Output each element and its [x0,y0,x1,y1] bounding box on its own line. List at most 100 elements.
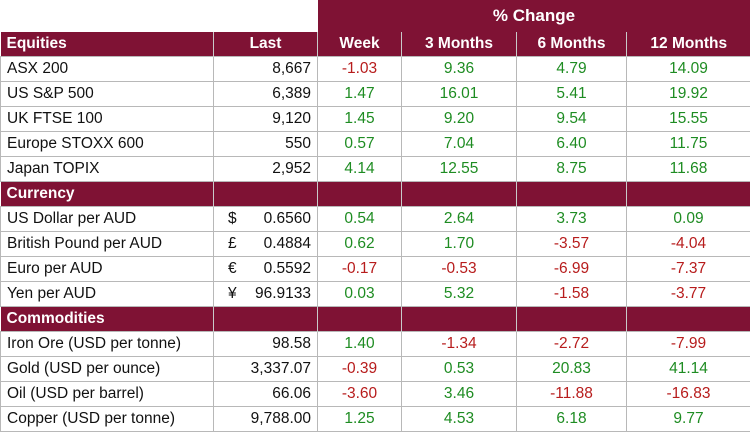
last-value: 66.06 [214,382,318,407]
row-name: UK FTSE 100 [1,107,214,132]
change-m6: 8.75 [517,157,627,182]
change-m3: 9.36 [402,57,517,82]
last-value: 8,667 [214,57,318,82]
change-m6: -2.72 [517,332,627,357]
change-m6: -11.88 [517,382,627,407]
change-m3: 2.64 [402,207,517,232]
change-week: -0.17 [318,257,402,282]
change-m6: 20.83 [517,357,627,382]
row-name: Europe STOXX 600 [1,132,214,157]
last-value: 9,788.00 [214,407,318,432]
change-week: 0.62 [318,232,402,257]
column-header-last: Last [214,32,318,57]
change-m6: 3.73 [517,207,627,232]
last-value: $0.6560 [214,207,318,232]
blank-corner [1,0,318,32]
section-title: Equities [1,32,214,57]
section-header-commodities: Commodities [1,307,750,332]
last-value: 2,952 [214,157,318,182]
change-m3: 16.01 [402,82,517,107]
change-m12: -3.77 [627,282,750,307]
table-row: Euro per AUD€0.5592-0.17-0.53-6.99-7.37 [1,257,750,282]
change-week: -0.39 [318,357,402,382]
change-m12: -16.83 [627,382,750,407]
last-value: 6,389 [214,82,318,107]
change-week: 0.03 [318,282,402,307]
section-header-filler [517,307,627,332]
change-m6: 6.18 [517,407,627,432]
row-name: Iron Ore (USD per tonne) [1,332,214,357]
change-m3: 3.46 [402,382,517,407]
change-m12: -4.04 [627,232,750,257]
last-value: €0.5592 [214,257,318,282]
column-header-m12: 12 Months [627,32,750,57]
change-week: 0.54 [318,207,402,232]
last-value-text: 96.9133 [255,282,311,306]
change-m3: 0.53 [402,357,517,382]
change-week: 0.57 [318,132,402,157]
last-value: 3,337.07 [214,357,318,382]
section-header-filler [517,182,627,207]
change-m12: 15.55 [627,107,750,132]
section-header-filler [318,307,402,332]
section-header-filler [214,307,318,332]
last-value: ¥96.9133 [214,282,318,307]
currency-symbol: £ [220,232,237,256]
change-m12: 11.68 [627,157,750,182]
last-value-text: 0.5592 [264,257,311,281]
change-m3: -1.34 [402,332,517,357]
row-name: Gold (USD per ounce) [1,357,214,382]
change-m6: -6.99 [517,257,627,282]
change-m3: 12.55 [402,157,517,182]
change-m6: 4.79 [517,57,627,82]
change-m6: 5.41 [517,82,627,107]
change-m12: 41.14 [627,357,750,382]
column-header-m6: 6 Months [517,32,627,57]
row-name: Oil (USD per barrel) [1,382,214,407]
change-m3: 7.04 [402,132,517,157]
last-value: 9,120 [214,107,318,132]
section-header-filler [318,182,402,207]
section-header-filler [214,182,318,207]
change-week: -3.60 [318,382,402,407]
row-name: Euro per AUD [1,257,214,282]
change-m12: -7.37 [627,257,750,282]
change-m12: 19.92 [627,82,750,107]
section-header-filler [402,307,517,332]
currency-symbol: € [220,257,237,281]
column-header-week: Week [318,32,402,57]
section-header-filler [402,182,517,207]
last-value: 98.58 [214,332,318,357]
change-m12: 14.09 [627,57,750,82]
row-name: Copper (USD per tonne) [1,407,214,432]
row-name: British Pound per AUD [1,232,214,257]
change-week: 1.40 [318,332,402,357]
change-m12: 9.77 [627,407,750,432]
change-week: -1.03 [318,57,402,82]
section-header-filler [627,307,750,332]
change-m3: 1.70 [402,232,517,257]
change-m3: -0.53 [402,257,517,282]
section-title: Commodities [1,307,214,332]
change-m6: -3.57 [517,232,627,257]
row-name: US Dollar per AUD [1,207,214,232]
change-m6: -1.58 [517,282,627,307]
row-name: Japan TOPIX [1,157,214,182]
pct-change-header-row: % Change [1,0,750,32]
row-name: US S&P 500 [1,82,214,107]
currency-symbol: $ [220,207,237,231]
